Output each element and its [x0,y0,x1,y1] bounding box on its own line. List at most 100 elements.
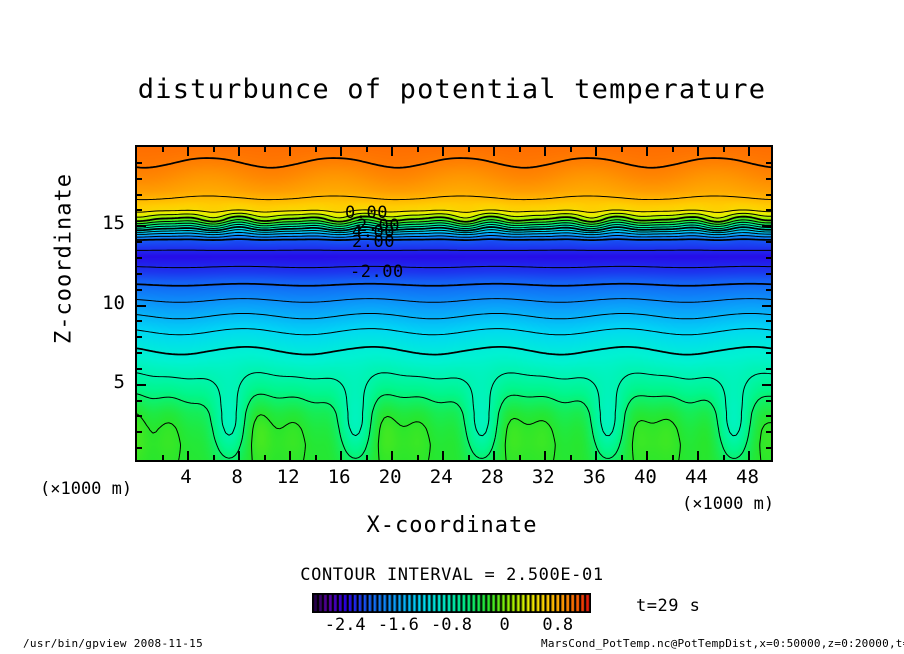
x-tick-label: 4 [180,466,192,488]
y-tick-minor [137,256,142,259]
plot-area [135,145,773,462]
x-tick-label: 32 [531,466,555,488]
x-tick-minor [314,147,317,152]
y-tick-minor [137,288,142,291]
x-tick-minor [212,455,215,460]
x-tick-major [646,451,649,460]
y-tick-minor [137,399,142,402]
x-tick-minor [212,147,215,152]
x-tick-major [748,147,751,156]
y-tick-minor [137,177,142,180]
x-tick-major [289,451,292,460]
x-tick-minor [671,147,674,152]
x-tick-major [595,147,598,156]
x-tick-major [544,147,547,156]
y-tick-minor [137,241,142,244]
contour-value-label: 2.00 [357,216,400,236]
x-tick-minor [161,147,164,152]
y-tick-minor [137,209,142,212]
x-tick-minor [161,455,164,460]
x-tick-major [391,451,394,460]
contour-interval-caption: CONTOUR INTERVAL = 2.500E-01 [300,565,604,585]
x-tick-major [493,147,496,156]
footer-command-label: /usr/bin/gpview 2008-11-15 [23,637,203,650]
x-tick-minor [722,455,725,460]
y-tick-minor [766,288,771,291]
x-tick-major [595,451,598,460]
contour-value-label: 4.00 [352,222,395,242]
colorbar-tick-label: -2.4 [324,615,366,635]
y-tick-major [762,225,771,228]
x-tick-major [238,147,241,156]
y-tick-minor [137,447,142,450]
colorbar-canvas [312,593,591,613]
x-axis-title: X-coordinate [366,513,538,538]
x-tick-minor [467,147,470,152]
colorbar-tick-label: -0.8 [431,615,472,635]
x-tick-label: 44 [684,466,708,488]
x-tick-minor [620,147,623,152]
x-tick-label: 20 [378,466,402,488]
x-tick-major [238,451,241,460]
y-tick-minor [137,431,142,434]
contour-value-label: -2.00 [350,262,404,282]
colorbar-tick-label: -1.6 [377,615,419,635]
x-tick-label: 12 [276,466,300,488]
colorbar-tick-label: 0.8 [542,615,574,635]
footer-dataset-label: MarsCond_PotTemp.nc@PotTempDist,x=0:5000… [541,637,904,650]
x-tick-major [697,147,700,156]
x-tick-label: 36 [582,466,606,488]
y-tick-label: 10 [102,291,125,314]
y-tick-minor [766,272,771,275]
x-tick-major [544,451,547,460]
time-label: t=29 s [636,596,701,616]
x-tick-minor [365,147,368,152]
colorbar-tick-label: 0 [499,615,510,635]
x-tick-minor [263,455,266,460]
y-tick-minor [766,256,771,259]
x-tick-major [442,451,445,460]
x-tick-minor [416,455,419,460]
y-tick-major [762,304,771,307]
y-tick-minor [766,431,771,434]
x-tick-minor [467,455,470,460]
y-tick-minor [137,367,142,370]
contour-value-label: 2.00 [352,232,395,252]
x-tick-minor [314,455,317,460]
x-tick-label: 16 [327,466,351,488]
y-tick-minor [766,447,771,450]
y-tick-major [137,304,146,307]
y-tick-minor [766,209,771,212]
x-tick-major [493,451,496,460]
x-tick-major [340,451,343,460]
y-tick-major [762,383,771,386]
y-tick-minor [137,161,142,164]
x-tick-major [442,147,445,156]
x-tick-major [289,147,292,156]
y-tick-minor [766,193,771,196]
page-title: disturbunce of potential temperature [137,74,767,105]
contour-value-label: 0.00 [345,203,388,223]
y-tick-minor [137,352,142,355]
x-tick-minor [518,147,521,152]
y-tick-minor [766,367,771,370]
x-tick-minor [620,455,623,460]
x-tick-label: 40 [633,466,657,488]
x-tick-minor [671,455,674,460]
x-tick-major [697,451,700,460]
y-tick-major [137,225,146,228]
x-tick-label: 48 [736,466,759,488]
y-tick-minor [137,272,142,275]
y-tick-minor [137,320,142,323]
x-unit-left-label: (×1000 m) [40,479,133,499]
x-tick-major [748,451,751,460]
x-tick-major [187,147,190,156]
y-tick-minor [766,241,771,244]
y-tick-minor [766,161,771,164]
y-tick-major [137,383,146,386]
x-tick-minor [263,147,266,152]
x-tick-label: 28 [480,466,504,488]
x-tick-label: 24 [429,466,453,488]
x-tick-minor [416,147,419,152]
y-tick-minor [766,177,771,180]
